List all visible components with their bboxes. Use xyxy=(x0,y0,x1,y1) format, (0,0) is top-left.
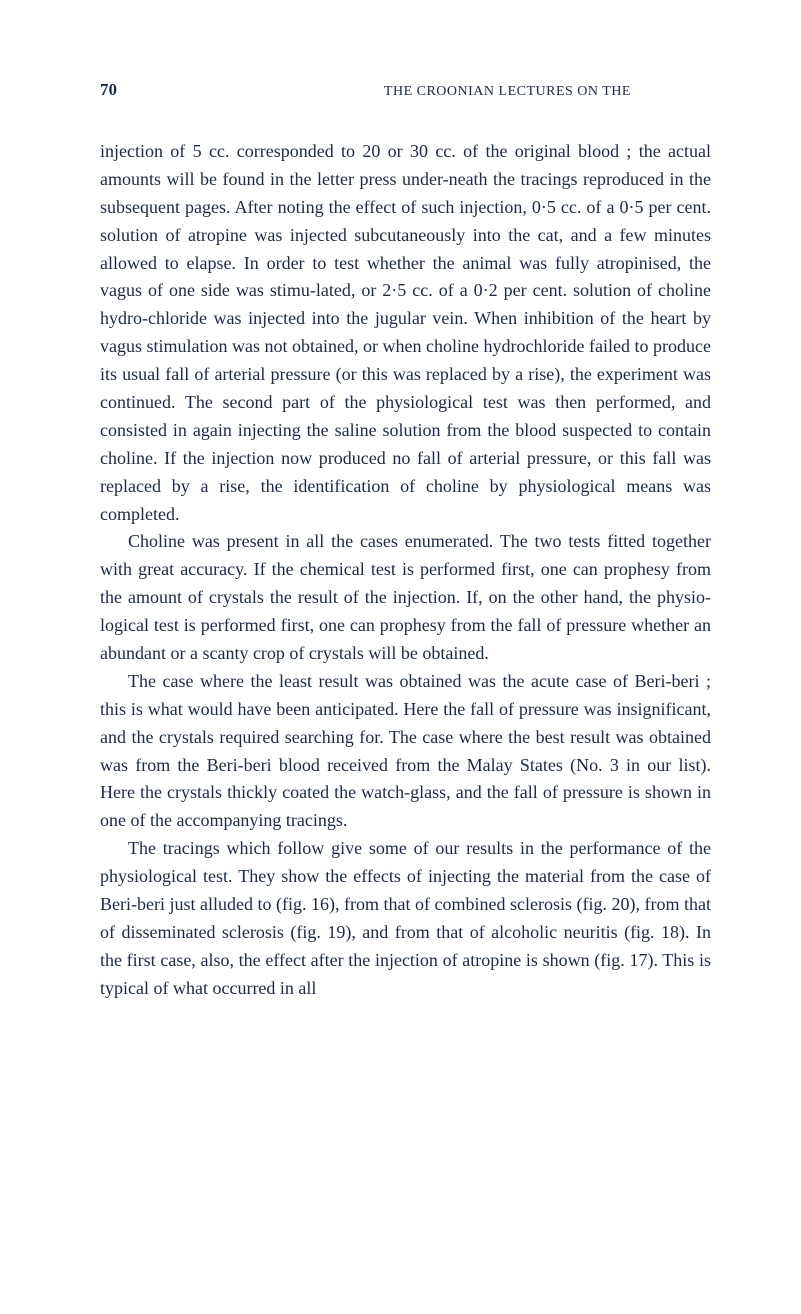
paragraph-3: The case where the least result was obta… xyxy=(100,668,711,835)
body-text: injection of 5 cc. corresponded to 20 or… xyxy=(100,138,711,1003)
document-page: 70 THE CROONIAN LECTURES ON THE injectio… xyxy=(0,0,801,1063)
page-header: 70 THE CROONIAN LECTURES ON THE xyxy=(100,80,711,100)
paragraph-2: Choline was present in all the cases enu… xyxy=(100,528,711,667)
page-number: 70 xyxy=(100,80,117,100)
paragraph-1: injection of 5 cc. corresponded to 20 or… xyxy=(100,138,711,528)
paragraph-4: The tracings which follow give some of o… xyxy=(100,835,711,1002)
running-head: THE CROONIAN LECTURES ON THE xyxy=(384,84,631,100)
